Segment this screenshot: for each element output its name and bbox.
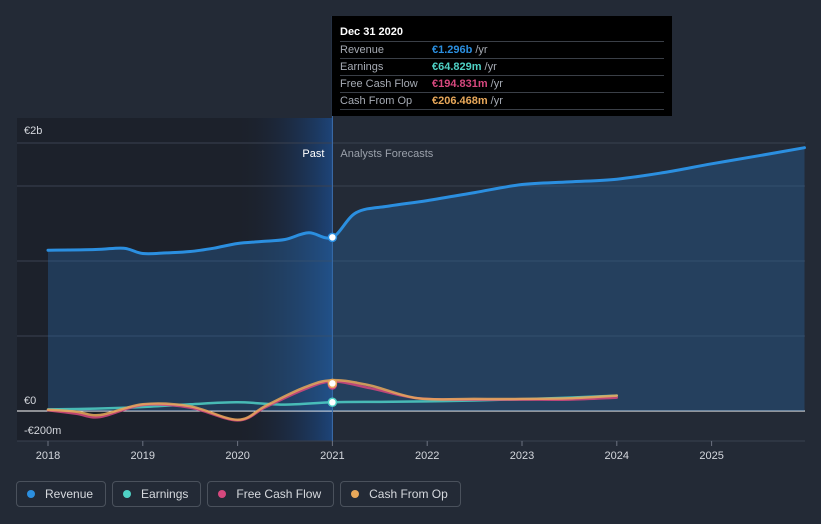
chart-legend: Revenue Earnings Free Cash Flow Cash Fro… xyxy=(16,481,467,509)
legend-dot-icon xyxy=(351,490,360,498)
tooltip-label: Earnings xyxy=(340,61,384,73)
legend-cash-from-op[interactable]: Cash From Op xyxy=(340,481,461,507)
x-tick-label: 2023 xyxy=(510,450,534,462)
region-label-past: Past xyxy=(302,148,324,160)
tooltip-value: €1.296b xyxy=(432,44,473,56)
legend-free-cash-flow[interactable]: Free Cash Flow xyxy=(207,481,335,507)
legend-dot-icon xyxy=(27,490,35,498)
tooltip-row-cash-from-op: Cash From Op €206.468m /yr xyxy=(340,92,664,110)
tooltip-unit: /yr xyxy=(484,61,497,73)
tooltip-unit: /yr xyxy=(490,95,503,107)
legend-dot-icon xyxy=(218,490,227,498)
tooltip-label: Free Cash Flow xyxy=(340,78,418,90)
tooltip-unit: /yr xyxy=(475,44,488,56)
x-tick-label: 2020 xyxy=(225,450,249,462)
tooltip-label: Cash From Op xyxy=(340,95,413,107)
x-tick-label: 2022 xyxy=(415,450,439,462)
marker-earnings xyxy=(327,397,338,408)
region-label-forecast: Analysts Forecasts xyxy=(340,148,433,160)
x-tick-label: 2018 xyxy=(36,450,60,462)
tooltip-value: €194.831m xyxy=(432,78,488,90)
past-highlight-band xyxy=(237,118,333,441)
series-line-cash-from-op xyxy=(46,378,619,421)
x-tick-label: 2024 xyxy=(605,450,629,462)
legend-dot-icon xyxy=(123,490,132,498)
y-tick-label: €0 xyxy=(24,395,36,407)
revenue-area xyxy=(48,147,805,411)
x-tick-label: 2021 xyxy=(320,450,344,462)
y-tick-label: -€200m xyxy=(24,425,61,437)
marker-revenue xyxy=(327,232,338,243)
tooltip-row-free-cash-flow: Free Cash Flow €194.831m /yr xyxy=(340,75,664,92)
legend-label: Cash From Op xyxy=(369,487,448,501)
legend-label: Revenue xyxy=(45,487,94,501)
tooltip-unit: /yr xyxy=(490,78,503,90)
legend-label: Free Cash Flow xyxy=(236,487,322,501)
hover-tooltip: Dec 31 2020 Revenue €1.296b /yr Earnings… xyxy=(332,16,672,116)
x-tick-label: 2019 xyxy=(131,450,155,462)
legend-revenue[interactable]: Revenue xyxy=(16,481,107,507)
tooltip-row-revenue: Revenue €1.296b /yr xyxy=(340,41,664,58)
tooltip-label: Revenue xyxy=(340,44,385,56)
legend-label: Earnings xyxy=(141,487,189,501)
legend-earnings[interactable]: Earnings xyxy=(112,481,202,507)
y-tick-label: €2b xyxy=(24,125,42,137)
tooltip-value: €64.829m xyxy=(432,61,482,73)
tooltip-title: Dec 31 2020 xyxy=(340,26,403,38)
tooltip-row-earnings: Earnings €64.829m /yr xyxy=(340,58,664,75)
x-tick-label: 2025 xyxy=(699,450,723,462)
tooltip-value: €206.468m xyxy=(432,95,488,107)
marker-cash-from-op xyxy=(327,378,338,389)
